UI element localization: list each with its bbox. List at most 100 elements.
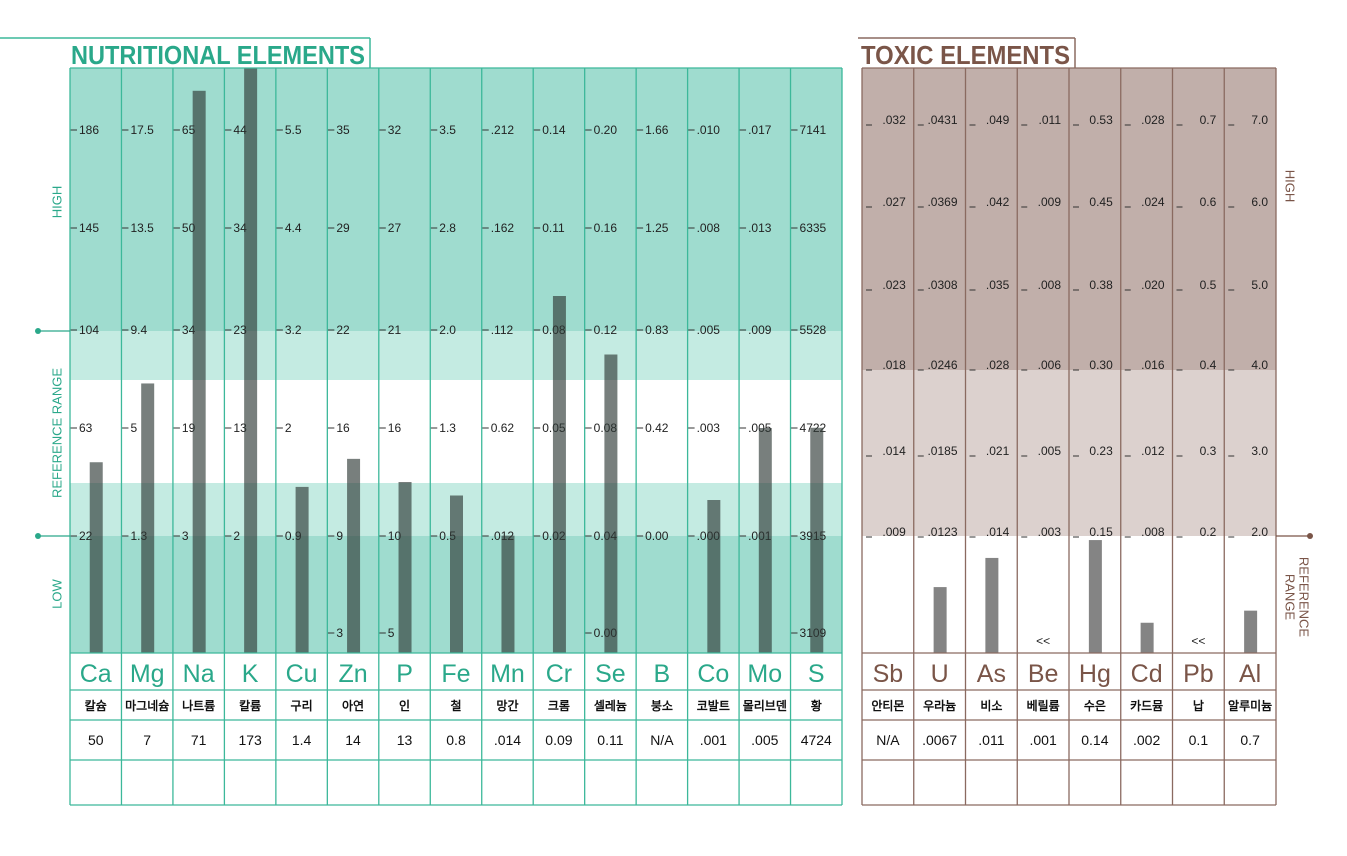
tick-label: 0.00	[645, 529, 669, 543]
tick-label: 13.5	[130, 221, 154, 235]
element-symbol: As	[977, 660, 1006, 688]
result-bar	[347, 458, 361, 653]
element-name: 구리	[291, 698, 313, 713]
element-symbol: Co	[697, 660, 729, 688]
element-name: 철	[450, 698, 461, 713]
tick-label: 3.0	[1251, 444, 1268, 458]
tick-label: 1.25	[645, 221, 669, 235]
tick-label: .024	[1141, 195, 1165, 209]
tick-label: 0.38	[1089, 278, 1113, 292]
tick-label: .003	[697, 421, 721, 435]
tick-label: .008	[1141, 525, 1165, 539]
tick-label: 22	[79, 529, 93, 543]
element-name: 크롬	[548, 698, 570, 713]
tick-label: .042	[986, 195, 1010, 209]
result-bar	[1088, 540, 1102, 653]
result-bar	[1140, 622, 1154, 653]
tick-label: 35	[336, 123, 350, 137]
range-dot	[35, 328, 41, 334]
result-bar	[758, 428, 772, 653]
tick-label: .003	[1038, 525, 1062, 539]
element-name: 칼륨	[239, 698, 261, 713]
band	[70, 68, 842, 331]
range-dot	[35, 533, 41, 539]
element-symbol: B	[654, 660, 671, 688]
tick-label: 50	[182, 221, 196, 235]
tick-label: 0.30	[1089, 358, 1113, 372]
tick-label: 3	[336, 626, 343, 640]
tick-label: .028	[1141, 113, 1165, 127]
tick-label: 2.0	[439, 323, 456, 337]
tick-label: 0.5	[1200, 278, 1217, 292]
tick-label: .009	[1038, 195, 1062, 209]
result-bar	[450, 495, 463, 653]
band	[70, 331, 842, 380]
band-label: REFERENCE	[1297, 557, 1312, 638]
element-name: 카드뮴	[1130, 698, 1163, 713]
element-symbol: K	[242, 660, 259, 688]
element-name: 인	[399, 698, 410, 713]
tick-label: 19	[182, 421, 196, 435]
tick-label: .0308	[927, 278, 957, 292]
element-name: 황	[811, 698, 822, 713]
tick-label: .016	[1141, 358, 1165, 372]
tick-label: .010	[697, 123, 721, 137]
result-bar	[295, 486, 309, 653]
element-symbol: P	[396, 660, 413, 688]
tick-label: 10	[388, 529, 402, 543]
tick-label: .014	[882, 444, 906, 458]
element-symbol: Mo	[747, 660, 782, 688]
tick-label: 13	[233, 421, 247, 435]
result-value: 1.4	[292, 732, 312, 748]
result-bar	[604, 354, 618, 653]
element-name: 나트륨	[182, 698, 215, 713]
element-symbol: Cr	[546, 660, 572, 688]
result-bar	[707, 500, 721, 653]
band-label: RANGE	[1283, 574, 1298, 621]
tick-label: 2.8	[439, 221, 456, 235]
result-value: 0.7	[1240, 732, 1260, 748]
tick-label: .023	[882, 278, 906, 292]
result-value: 0.1	[1189, 732, 1209, 748]
tick-label: 1.3	[439, 421, 456, 435]
result-bar	[1244, 610, 1258, 653]
tick-label: .162	[491, 221, 515, 235]
result-bar	[89, 462, 103, 653]
panel-title: NUTRITIONAL ELEMENTS	[71, 40, 365, 70]
element-name: 수은	[1084, 699, 1106, 713]
tick-label: 34	[233, 221, 247, 235]
result-bar	[810, 427, 824, 653]
tick-label: 4.4	[285, 221, 302, 235]
result-value: 0.11	[597, 732, 623, 748]
element-name: 비소	[980, 698, 1002, 713]
element-symbol: Sb	[873, 660, 904, 688]
tick-label: .0185	[927, 444, 957, 458]
tick-label: 4.0	[1251, 358, 1268, 372]
element-symbol: Al	[1239, 660, 1261, 688]
tick-label: 0.7	[1200, 113, 1217, 127]
tick-label: 0.62	[491, 421, 515, 435]
result-value: .014	[494, 732, 521, 748]
tick-label: 0.14	[542, 123, 566, 137]
tick-label: 9	[336, 529, 343, 543]
tick-label: 27	[388, 221, 402, 235]
result-value: N/A	[876, 732, 900, 748]
tick-label: .017	[748, 123, 772, 137]
element-symbol: Be	[1028, 660, 1059, 688]
tick-label: .009	[882, 525, 906, 539]
tick-label: 0.3	[1200, 444, 1217, 458]
result-value: .001	[1030, 732, 1057, 748]
band-label: LOW	[50, 578, 65, 608]
element-symbol: Hg	[1079, 660, 1111, 688]
tick-label: 2.0	[1251, 525, 1268, 539]
element-name: 납	[1193, 699, 1204, 713]
element-symbol: Cu	[286, 660, 318, 688]
element-symbol: Mg	[130, 660, 165, 688]
tick-label: .049	[986, 113, 1010, 127]
tick-label: 3.2	[285, 323, 302, 337]
result-value: 0.14	[1081, 732, 1108, 748]
element-name: 안티몬	[871, 698, 904, 713]
below-marker: <<	[1191, 634, 1205, 648]
tick-label: 63	[79, 421, 93, 435]
element-name: 우라늄	[923, 698, 956, 713]
